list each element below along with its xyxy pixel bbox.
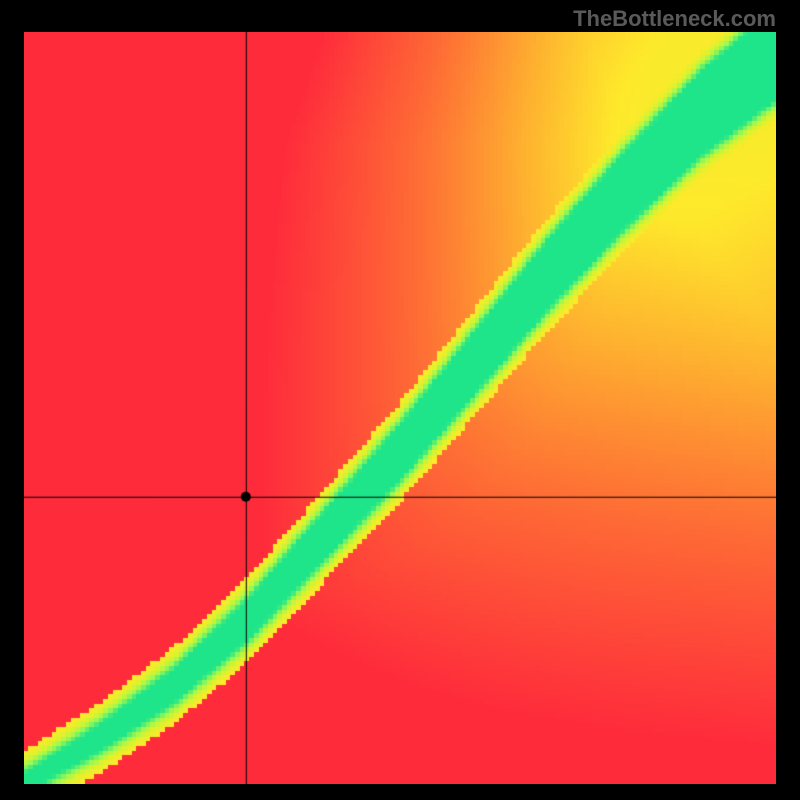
bottleneck-heatmap [24, 32, 776, 784]
heatmap-canvas [24, 32, 776, 784]
watermark-text: TheBottleneck.com [573, 6, 776, 32]
